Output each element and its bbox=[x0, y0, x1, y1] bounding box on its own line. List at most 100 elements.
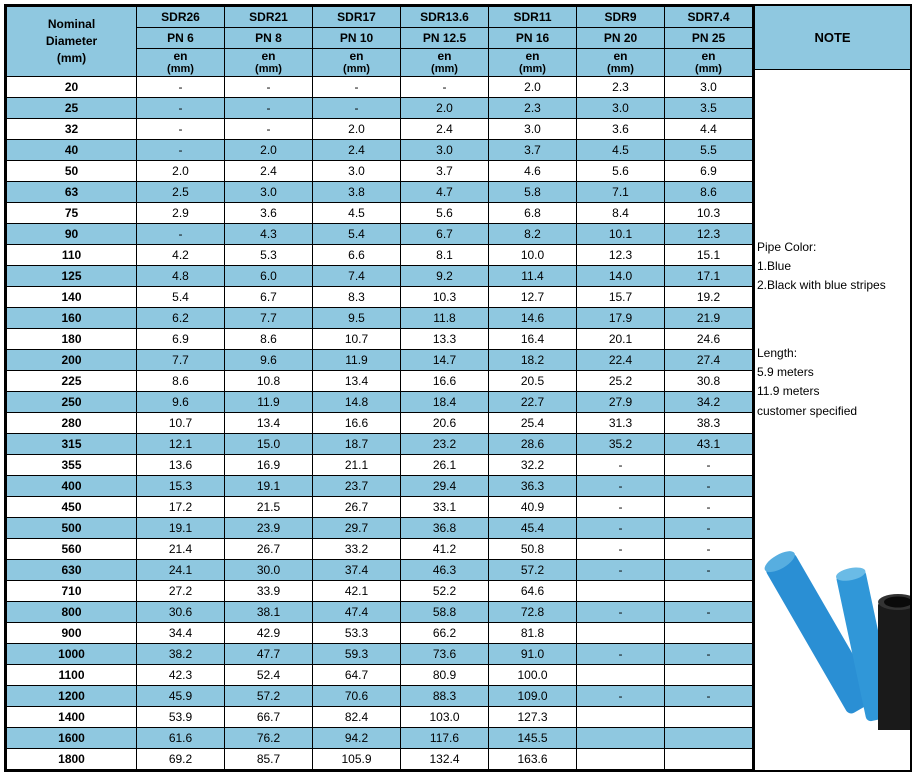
header-sdr-2: SDR17 bbox=[313, 7, 401, 28]
cell-value: 2.4 bbox=[401, 119, 489, 140]
table-row: 56021.426.733.241.250.8-- bbox=[7, 539, 753, 560]
cell-value: 10.1 bbox=[577, 224, 665, 245]
header-pn-1: PN 8 bbox=[225, 28, 313, 49]
cell-value: 38.3 bbox=[665, 413, 753, 434]
cell-value: 23.9 bbox=[225, 518, 313, 539]
header-en-2: en(mm) bbox=[313, 49, 401, 77]
table-row: 2007.79.611.914.718.222.427.4 bbox=[7, 350, 753, 371]
table-row: 1405.46.78.310.312.715.719.2 bbox=[7, 287, 753, 308]
cell-value: 4.8 bbox=[137, 266, 225, 287]
cell-value: 3.5 bbox=[665, 98, 753, 119]
spec-table: Nominal Diameter (mm) SDR26 SDR21 SDR17 … bbox=[6, 6, 753, 770]
cell-value: 9.6 bbox=[137, 392, 225, 413]
cell-diameter: 450 bbox=[7, 497, 137, 518]
cell-value: 3.0 bbox=[489, 119, 577, 140]
header-en-5: en(mm) bbox=[577, 49, 665, 77]
cell-value: 6.8 bbox=[489, 203, 577, 224]
cell-value: 4.7 bbox=[401, 182, 489, 203]
cell-value: 25.2 bbox=[577, 371, 665, 392]
header-diameter-line1: Nominal bbox=[7, 16, 136, 33]
table-row: 80030.638.147.458.872.8-- bbox=[7, 602, 753, 623]
table-row: 1806.98.610.713.316.420.124.6 bbox=[7, 329, 753, 350]
table-header: Nominal Diameter (mm) SDR26 SDR21 SDR17 … bbox=[7, 7, 753, 77]
cell-value: - bbox=[577, 644, 665, 665]
cell-value: 72.8 bbox=[489, 602, 577, 623]
cell-diameter: 200 bbox=[7, 350, 137, 371]
cell-value: 26.7 bbox=[313, 497, 401, 518]
cell-value: 21.1 bbox=[313, 455, 401, 476]
cell-value: 14.8 bbox=[313, 392, 401, 413]
cell-value: 2.0 bbox=[137, 161, 225, 182]
cell-value bbox=[665, 707, 753, 728]
cell-value: 33.1 bbox=[401, 497, 489, 518]
cell-value: - bbox=[665, 476, 753, 497]
table-row: 50019.123.929.736.845.4-- bbox=[7, 518, 753, 539]
cell-value: 57.2 bbox=[225, 686, 313, 707]
cell-diameter: 1600 bbox=[7, 728, 137, 749]
cell-value: 10.7 bbox=[137, 413, 225, 434]
cell-value: 19.1 bbox=[225, 476, 313, 497]
cell-value: 5.5 bbox=[665, 140, 753, 161]
note-length-title: Length: bbox=[757, 344, 857, 363]
cell-value: 20.6 bbox=[401, 413, 489, 434]
cell-diameter: 250 bbox=[7, 392, 137, 413]
cell-value: 30.8 bbox=[665, 371, 753, 392]
cell-value: 3.7 bbox=[489, 140, 577, 161]
cell-diameter: 225 bbox=[7, 371, 137, 392]
note-pipe-color-title: Pipe Color: bbox=[757, 238, 886, 257]
cell-value: 29.4 bbox=[401, 476, 489, 497]
cell-value: 8.6 bbox=[665, 182, 753, 203]
cell-diameter: 40 bbox=[7, 140, 137, 161]
table-row: 180069.285.7105.9132.4163.6 bbox=[7, 749, 753, 770]
note-length-1: 5.9 meters bbox=[757, 363, 857, 382]
cell-value: 15.1 bbox=[665, 245, 753, 266]
cell-value: 58.8 bbox=[401, 602, 489, 623]
cell-diameter: 710 bbox=[7, 581, 137, 602]
header-sdr-6: SDR7.4 bbox=[665, 7, 753, 28]
cell-value: 3.6 bbox=[225, 203, 313, 224]
cell-diameter: 50 bbox=[7, 161, 137, 182]
cell-value: 19.1 bbox=[137, 518, 225, 539]
cell-value: 12.3 bbox=[665, 224, 753, 245]
cell-value: 8.6 bbox=[137, 371, 225, 392]
header-pn-5: PN 20 bbox=[577, 28, 665, 49]
cell-value bbox=[577, 707, 665, 728]
cell-value: 36.3 bbox=[489, 476, 577, 497]
cell-value: 12.7 bbox=[489, 287, 577, 308]
cell-value: - bbox=[225, 77, 313, 98]
cell-value: 10.7 bbox=[313, 329, 401, 350]
cell-value: 16.6 bbox=[401, 371, 489, 392]
cell-value: 10.0 bbox=[489, 245, 577, 266]
cell-value: - bbox=[665, 602, 753, 623]
header-pn-6: PN 25 bbox=[665, 28, 753, 49]
cell-diameter: 560 bbox=[7, 539, 137, 560]
cell-value: 13.3 bbox=[401, 329, 489, 350]
table-body: 20----2.02.33.025---2.02.33.03.532--2.02… bbox=[7, 77, 753, 770]
cell-value: 47.4 bbox=[313, 602, 401, 623]
cell-value: 50.8 bbox=[489, 539, 577, 560]
cell-value: 11.4 bbox=[489, 266, 577, 287]
cell-value: 82.4 bbox=[313, 707, 401, 728]
cell-value: 12.1 bbox=[137, 434, 225, 455]
cell-value: 91.0 bbox=[489, 644, 577, 665]
cell-diameter: 900 bbox=[7, 623, 137, 644]
cell-value: 3.0 bbox=[577, 98, 665, 119]
cell-value: 2.0 bbox=[225, 140, 313, 161]
cell-value bbox=[665, 665, 753, 686]
cell-value: 8.1 bbox=[401, 245, 489, 266]
cell-value: 38.2 bbox=[137, 644, 225, 665]
cell-diameter: 500 bbox=[7, 518, 137, 539]
cell-value: - bbox=[137, 119, 225, 140]
table-row: 90-4.35.46.78.210.112.3 bbox=[7, 224, 753, 245]
table-row: 90034.442.953.366.281.8 bbox=[7, 623, 753, 644]
cell-value: - bbox=[577, 539, 665, 560]
table-row: 2258.610.813.416.620.525.230.8 bbox=[7, 371, 753, 392]
cell-value: 4.3 bbox=[225, 224, 313, 245]
cell-value: 59.3 bbox=[313, 644, 401, 665]
cell-value: 81.8 bbox=[489, 623, 577, 644]
cell-value: 64.6 bbox=[489, 581, 577, 602]
cell-value: 9.5 bbox=[313, 308, 401, 329]
note-pipe-color-1: 1.Blue bbox=[757, 257, 886, 276]
cell-value: - bbox=[137, 77, 225, 98]
cell-value: 69.2 bbox=[137, 749, 225, 770]
